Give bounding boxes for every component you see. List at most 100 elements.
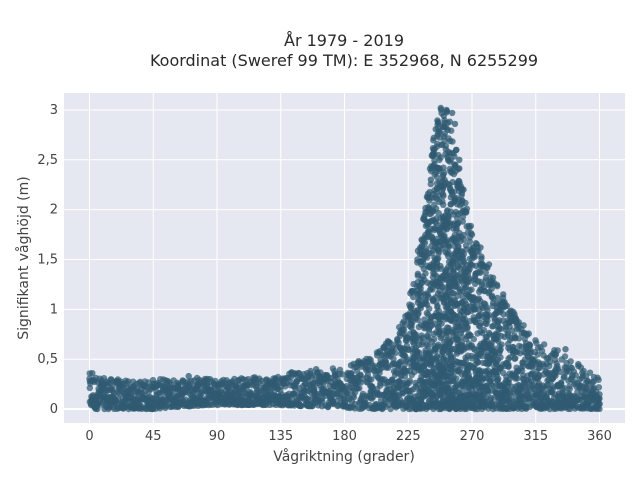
x-tick-label: 360 bbox=[587, 429, 612, 444]
data-point bbox=[453, 375, 460, 382]
data-point bbox=[500, 291, 507, 298]
data-point bbox=[494, 283, 501, 290]
data-point bbox=[460, 236, 468, 243]
data-point bbox=[554, 347, 561, 354]
data-point bbox=[350, 394, 358, 401]
data-point bbox=[424, 291, 432, 299]
data-point bbox=[558, 379, 565, 386]
data-point bbox=[313, 366, 320, 373]
y-tick-label: 1,5 bbox=[37, 252, 58, 267]
data-point bbox=[456, 180, 463, 187]
data-point bbox=[541, 341, 548, 348]
data-point bbox=[498, 341, 505, 348]
data-point bbox=[453, 146, 460, 153]
data-point bbox=[410, 293, 417, 301]
chart-subtitle: Koordinat (Sweref 99 TM): E 352968, N 62… bbox=[150, 51, 538, 70]
data-point bbox=[459, 218, 466, 225]
data-point bbox=[526, 341, 533, 348]
data-point bbox=[450, 188, 458, 195]
data-point bbox=[547, 358, 554, 365]
data-point bbox=[451, 120, 459, 128]
data-point bbox=[459, 254, 466, 261]
data-point bbox=[417, 285, 424, 292]
data-point bbox=[470, 252, 478, 260]
y-tick-label: 1 bbox=[50, 302, 58, 317]
data-point bbox=[422, 270, 429, 277]
data-point bbox=[534, 351, 541, 358]
data-point bbox=[414, 316, 422, 323]
data-point bbox=[586, 369, 594, 376]
data-point bbox=[311, 385, 318, 392]
data-point bbox=[427, 176, 435, 183]
data-point bbox=[596, 401, 603, 408]
data-point bbox=[467, 222, 475, 230]
data-point bbox=[438, 332, 445, 340]
data-point bbox=[595, 376, 602, 383]
data-point bbox=[535, 371, 542, 378]
data-point bbox=[376, 348, 384, 355]
y-axis-title: Signifikant våghöjd (m) bbox=[15, 176, 32, 339]
data-point bbox=[497, 346, 504, 353]
data-point bbox=[595, 384, 603, 391]
data-point bbox=[430, 146, 437, 153]
data-point bbox=[444, 126, 452, 134]
data-point bbox=[445, 241, 452, 249]
data-point bbox=[443, 106, 450, 114]
data-point bbox=[486, 312, 493, 319]
data-point bbox=[460, 186, 467, 193]
x-axis-title: Vågriktning (grader) bbox=[273, 448, 415, 465]
data-point bbox=[433, 173, 441, 181]
data-point bbox=[414, 311, 421, 318]
data-point bbox=[368, 376, 375, 383]
y-tick-label: 0 bbox=[50, 402, 58, 417]
data-point bbox=[434, 118, 442, 126]
data-point bbox=[482, 269, 489, 276]
data-point bbox=[474, 358, 482, 366]
data-point bbox=[596, 391, 603, 398]
x-tick-label: 315 bbox=[523, 429, 548, 444]
x-tick-label: 180 bbox=[332, 429, 357, 444]
data-point bbox=[339, 371, 346, 378]
data-point bbox=[455, 165, 462, 173]
y-tick-label: 2 bbox=[50, 203, 58, 218]
data-point bbox=[440, 164, 447, 171]
y-tick-label: 3 bbox=[50, 103, 58, 118]
data-point bbox=[561, 353, 569, 360]
data-point bbox=[468, 231, 476, 238]
data-point bbox=[355, 358, 362, 365]
data-point bbox=[443, 236, 451, 244]
data-point bbox=[566, 385, 573, 393]
data-point bbox=[500, 311, 507, 318]
data-point bbox=[437, 265, 444, 272]
data-point bbox=[441, 169, 448, 176]
data-point bbox=[437, 104, 444, 112]
data-point bbox=[478, 253, 485, 260]
data-point bbox=[477, 269, 484, 276]
data-point bbox=[382, 358, 389, 365]
x-tick-label: 135 bbox=[268, 429, 293, 444]
data-point bbox=[440, 201, 447, 208]
data-point bbox=[449, 138, 456, 145]
data-point bbox=[108, 382, 116, 390]
data-point bbox=[512, 355, 519, 362]
x-tick-label: 270 bbox=[460, 429, 485, 444]
data-point bbox=[488, 285, 495, 292]
data-point bbox=[435, 209, 442, 217]
data-point bbox=[464, 325, 471, 332]
data-point bbox=[89, 370, 96, 377]
data-point bbox=[567, 358, 574, 365]
data-point bbox=[430, 336, 438, 343]
data-point bbox=[557, 368, 564, 376]
data-point bbox=[395, 339, 402, 346]
data-point bbox=[477, 319, 484, 327]
data-point bbox=[596, 405, 603, 413]
data-point bbox=[465, 268, 472, 275]
data-point bbox=[572, 372, 579, 379]
data-point bbox=[125, 378, 132, 385]
data-point bbox=[442, 142, 449, 149]
data-point bbox=[430, 137, 437, 144]
x-tick-label: 90 bbox=[209, 429, 226, 444]
data-point bbox=[515, 319, 523, 326]
x-tick-label: 225 bbox=[396, 429, 421, 444]
